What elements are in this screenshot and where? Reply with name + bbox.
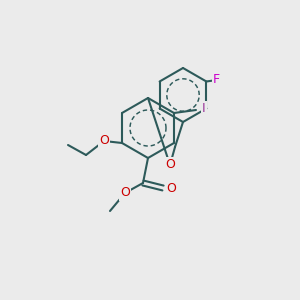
Text: O: O (165, 158, 175, 172)
Text: F: F (213, 73, 220, 86)
Text: O: O (99, 134, 109, 148)
Text: O: O (166, 182, 176, 194)
Text: I: I (202, 103, 206, 116)
Text: O: O (120, 187, 130, 200)
